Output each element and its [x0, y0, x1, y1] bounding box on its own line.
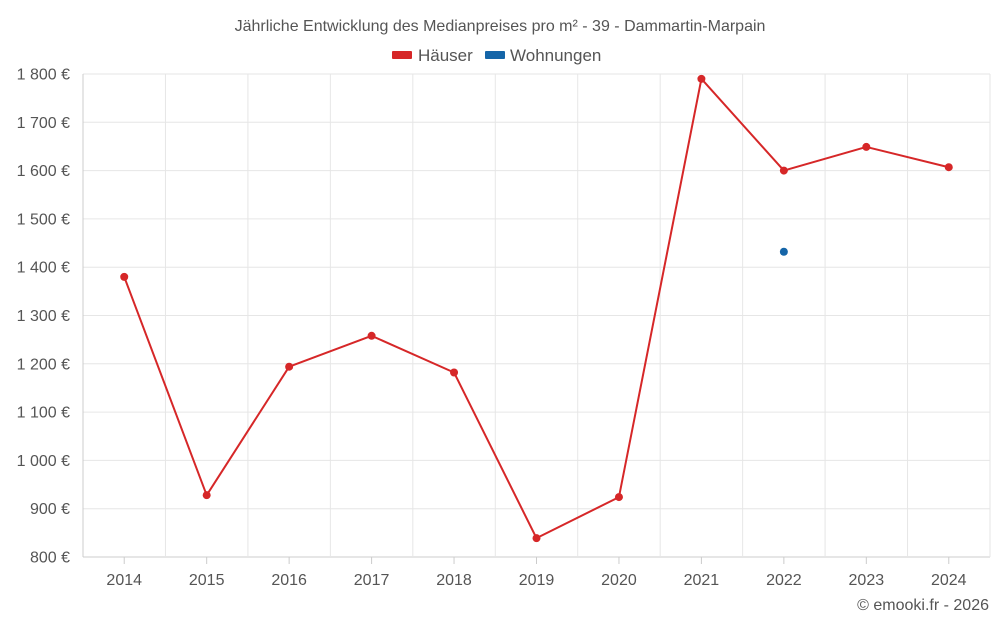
data-point-haeuser[interactable] — [779, 166, 788, 175]
y-tick-label: 900 € — [30, 501, 70, 518]
x-tick-label: 2014 — [106, 572, 142, 589]
y-tick-label: 1 500 € — [17, 211, 70, 228]
legend-swatch-wohnungen — [485, 51, 505, 59]
series-wohnungen — [779, 247, 788, 256]
x-tick-label: 2016 — [271, 572, 307, 589]
x-tick-label: 2019 — [519, 572, 555, 589]
y-tick-label: 1 300 € — [17, 308, 70, 325]
legend: Häuser Wohnungen — [392, 46, 601, 65]
grid — [82, 73, 991, 558]
data-point-haeuser[interactable] — [862, 142, 871, 151]
data-point-haeuser[interactable] — [532, 534, 541, 543]
y-tick-label: 1 700 € — [17, 115, 70, 132]
data-point-haeuser[interactable] — [944, 163, 953, 172]
x-tick-label: 2018 — [436, 572, 472, 589]
x-axis-tick-labels: 2014 2015 2016 2017 2018 2019 2020 2021 2022 2023… — [106, 557, 967, 589]
data-point-wohnungen[interactable] — [779, 247, 788, 256]
chart-title: Jährliche Entwicklung des Medianpreises … — [235, 18, 766, 35]
data-point-haeuser[interactable] — [614, 493, 623, 502]
data-point-haeuser[interactable] — [120, 272, 129, 281]
legend-label-haeuser[interactable]: Häuser — [418, 46, 473, 65]
y-tick-label: 1 200 € — [17, 356, 70, 373]
data-point-haeuser[interactable] — [285, 362, 294, 371]
data-point-haeuser[interactable] — [202, 491, 211, 500]
data-point-haeuser[interactable] — [367, 331, 376, 340]
data-point-haeuser[interactable] — [450, 368, 459, 377]
series-layer — [120, 74, 953, 543]
legend-label-wohnungen[interactable]: Wohnungen — [510, 46, 601, 65]
x-tick-label: 2023 — [849, 572, 885, 589]
legend-swatch-haeuser — [392, 51, 412, 59]
credit-text: © emooki.fr - 2026 — [857, 597, 989, 614]
data-point-haeuser[interactable] — [697, 74, 706, 83]
x-tick-label: 2020 — [601, 572, 637, 589]
y-axis-tick-labels: 800 € 900 € 1 000 € 1 100 € 1 200 € 1 300 € 1 … — [17, 67, 70, 567]
x-tick-label: 2021 — [684, 572, 720, 589]
y-tick-label: 1 400 € — [17, 260, 70, 277]
x-tick-label: 2015 — [189, 572, 225, 589]
y-tick-label: 1 800 € — [17, 67, 70, 84]
x-tick-label: 2024 — [931, 572, 967, 589]
series-haeuser — [120, 74, 953, 543]
y-tick-label: 1 600 € — [17, 163, 70, 180]
y-tick-label: 1 100 € — [17, 405, 70, 422]
y-tick-label: 800 € — [30, 550, 70, 567]
x-tick-label: 2017 — [354, 572, 390, 589]
y-tick-label: 1 000 € — [17, 453, 70, 470]
x-tick-label: 2022 — [766, 572, 802, 589]
